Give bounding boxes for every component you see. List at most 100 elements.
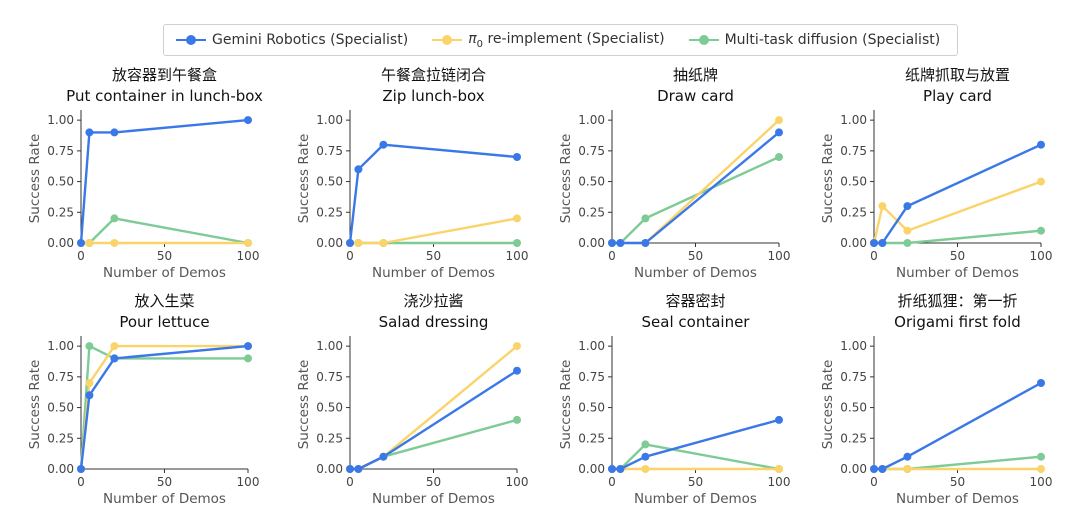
series-line-gemini	[348, 143, 518, 244]
data-point-pi0	[903, 226, 912, 235]
chart-title-zh: 浇沙拉酱	[403, 292, 463, 310]
chart-8: 折纸狐狸：第一折 Origami first fold 0.00 0.25 0.50 0.…	[820, 292, 1052, 507]
legend-item-gemini: Gemini Robotics (Specialist)	[176, 32, 408, 48]
x-axis-label: Number of Demos	[372, 491, 495, 507]
x-tick-label: 50	[426, 249, 441, 263]
y-tick-label: 0.75	[47, 144, 74, 158]
y-tick-label: 0.00	[578, 236, 605, 250]
y-tick-label: 1.00	[840, 113, 867, 127]
y-tick-label: 0.00	[316, 236, 343, 250]
y-tick-label: 0.25	[316, 431, 343, 445]
data-point-diffusion	[1037, 452, 1045, 461]
data-point-gemini	[870, 239, 878, 247]
x-tick-label: 100	[1030, 249, 1053, 263]
y-tick-label: 1.00	[578, 339, 605, 353]
series-line-gemini	[874, 143, 1042, 245]
legend-label-pi0-text: re-implement (Specialist)	[483, 30, 665, 47]
y-axis-label: Success Rate	[558, 360, 574, 450]
x-tick-label: 0	[77, 249, 85, 263]
y-tick-label: 0.75	[316, 370, 343, 384]
legend-swatch-pi0	[432, 34, 463, 46]
data-point-diffusion	[513, 415, 521, 424]
data-point-gemini	[85, 128, 94, 137]
y-tick-label: 0.50	[316, 401, 343, 415]
y-tick-label: 0.25	[47, 205, 74, 219]
y-tick-label: 0.75	[578, 370, 605, 384]
data-point-pi0	[513, 214, 521, 223]
data-point-gemini	[1037, 379, 1045, 387]
legend-item-diffusion: Multi-task diffusion (Specialist)	[688, 32, 941, 48]
series-line-gemini	[612, 131, 780, 245]
data-point-gemini	[110, 354, 119, 363]
data-point-gemini	[1037, 140, 1045, 149]
data-point-pi0	[775, 465, 783, 473]
y-tick-label: 0.25	[840, 205, 867, 219]
y-tick-label: 1.00	[47, 113, 74, 127]
y-tick-label: 0.00	[578, 462, 605, 476]
data-point-pi0	[903, 465, 912, 473]
y-tick-label: 0.75	[840, 370, 867, 384]
chart-title-zh: 纸牌抓取与放置	[905, 66, 1010, 84]
data-point-gemini	[641, 452, 650, 461]
y-tick-label: 1.00	[316, 113, 343, 127]
data-point-pi0	[641, 465, 650, 473]
chart-title-zh: 午餐盒拉链闭合	[381, 66, 486, 84]
legend-label-pi0-symbol: π	[468, 30, 477, 47]
x-tick-label: 0	[346, 249, 354, 263]
data-point-gemini	[903, 202, 912, 211]
data-point-gemini	[346, 465, 354, 473]
x-tick-label: 100	[506, 249, 529, 263]
data-point-gemini	[775, 415, 783, 424]
chart-title: Pour lettuce	[119, 313, 209, 331]
series-line-diffusion	[874, 229, 1042, 245]
data-point-gemini	[513, 366, 521, 375]
chart-title-zh: 放入生菜	[134, 292, 194, 310]
y-axis-label: Success Rate	[296, 360, 312, 450]
x-tick-label: 50	[426, 475, 441, 489]
series-line-gemini	[874, 381, 1042, 471]
chart-title: Origami first fold	[894, 313, 1021, 331]
data-point-gemini	[77, 239, 85, 247]
chart-5: 放入生菜 Pour lettuce 0.00 0.25 0.50 0.75 1.00 0 50 1…	[27, 292, 260, 507]
y-axis-label: Success Rate	[820, 134, 836, 224]
chart-4: 纸牌抓取与放置 Play card 0.00 0.25 0.50 0.75 1.00 0 50 1…	[820, 66, 1053, 281]
y-tick-label: 0.75	[840, 144, 867, 158]
series-line-pi0	[350, 345, 518, 471]
y-tick-label: 0.75	[316, 144, 343, 158]
chart-6: 浇沙拉酱 Salad dressing 0.00 0.25 0.50 0.75 1.00 0 5…	[296, 292, 528, 507]
x-tick-label: 50	[950, 475, 965, 489]
data-point-gemini	[608, 465, 616, 473]
series-line-diffusion	[81, 217, 249, 245]
data-point-diffusion	[641, 440, 650, 449]
chart-title: Seal container	[642, 313, 751, 331]
chart-title: Put container in lunch-box	[66, 87, 263, 105]
x-tick-label: 100	[237, 475, 260, 489]
data-point-pi0	[244, 239, 252, 247]
data-point-gemini	[513, 153, 521, 161]
y-tick-label: 0.75	[47, 370, 74, 384]
series-line-pi0	[350, 217, 518, 245]
y-tick-label: 0.25	[840, 431, 867, 445]
chart-1: 放容器到午餐盒 Put container in lunch-box 0.00 0.2…	[27, 66, 263, 281]
y-tick-label: 0.50	[840, 401, 867, 415]
legend-label-diffusion: Multi-task diffusion (Specialist)	[724, 32, 941, 48]
x-axis-label: Number of Demos	[634, 491, 757, 507]
data-point-pi0	[354, 239, 363, 247]
legend-swatch-diffusion	[688, 34, 719, 46]
x-axis-label: Number of Demos	[103, 491, 226, 507]
chart-7: 容器密封 Seal container 0.00 0.25 0.50 0.75 1.00 0 5…	[558, 292, 791, 507]
y-tick-label: 0.25	[316, 205, 343, 219]
y-tick-label: 1.00	[316, 339, 343, 353]
x-tick-label: 100	[768, 475, 791, 489]
x-tick-label: 0	[870, 249, 878, 263]
data-point-gemini	[878, 465, 887, 473]
data-point-pi0	[878, 202, 887, 211]
y-axis-label: Success Rate	[27, 134, 43, 224]
data-point-gemini	[85, 391, 94, 400]
y-tick-label: 0.00	[840, 462, 867, 476]
data-point-diffusion	[110, 214, 119, 223]
data-point-gemini	[244, 342, 252, 351]
data-point-gemini	[608, 239, 616, 247]
x-tick-label: 0	[77, 475, 85, 489]
